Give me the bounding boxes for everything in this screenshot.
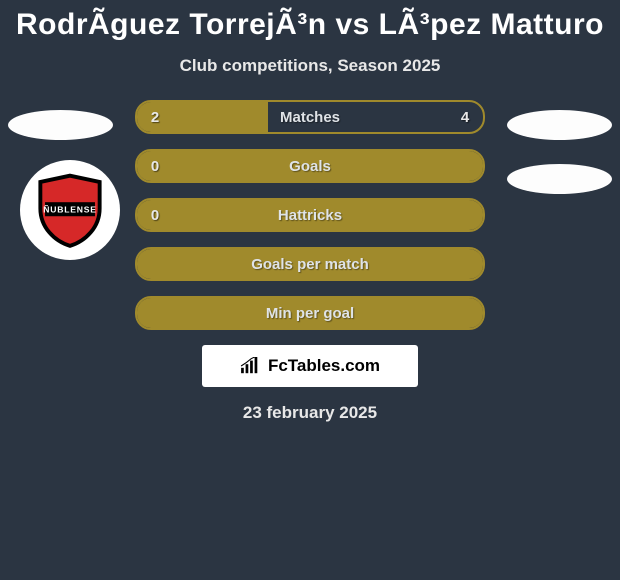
right-player-oval-2 (507, 164, 612, 194)
stat-bar-goals: 0 Goals (135, 149, 485, 183)
stat-bar-min-per-goal: Min per goal (135, 296, 485, 330)
page-title: RodrÃ­guez TorrejÃ³n vs LÃ³pez Matturo (0, 0, 620, 42)
stat-bar-hattricks: 0 Hattricks (135, 198, 485, 232)
brand-text: FcTables.com (268, 356, 380, 376)
stat-right-value (451, 249, 479, 279)
stat-right-value (451, 151, 479, 181)
stat-right-value (451, 298, 479, 328)
stat-label: Goals per match (137, 249, 483, 279)
stat-right-value: 4 (451, 102, 479, 132)
comparison-card: RodrÃ­guez TorrejÃ³n vs LÃ³pez Matturo C… (0, 0, 620, 580)
content-area: ÑUBLENSE 2 Matches 4 0 Goals 0 Hattricks (0, 100, 620, 423)
bar-chart-icon (240, 357, 262, 375)
club-name-text: ÑUBLENSE (43, 204, 96, 214)
stat-label: Goals (137, 151, 483, 181)
right-player-oval (507, 110, 612, 140)
stat-bar-goals-per-match: Goals per match (135, 247, 485, 281)
stat-bars: 2 Matches 4 0 Goals 0 Hattricks Goals pe… (135, 100, 485, 330)
stat-right-value (451, 200, 479, 230)
stat-label: Hattricks (137, 200, 483, 230)
page-subtitle: Club competitions, Season 2025 (0, 56, 620, 76)
brand-box: FcTables.com (202, 345, 418, 387)
stat-label: Matches (137, 102, 483, 132)
stat-label: Min per goal (137, 298, 483, 328)
shield-icon: ÑUBLENSE (31, 171, 109, 249)
left-player-oval (8, 110, 113, 140)
stat-bar-matches: 2 Matches 4 (135, 100, 485, 134)
date-text: 23 february 2025 (0, 403, 620, 423)
left-club-badge: ÑUBLENSE (20, 160, 120, 260)
